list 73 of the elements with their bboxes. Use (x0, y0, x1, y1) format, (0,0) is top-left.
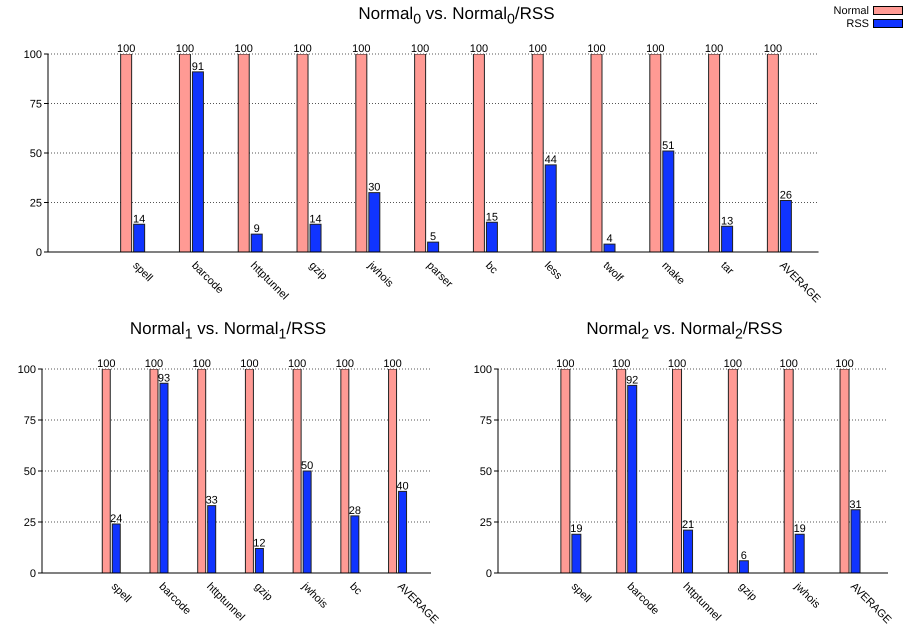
data-label: 100 (293, 43, 312, 55)
data-label: 100 (556, 358, 575, 370)
y-tick-label: 100 (24, 48, 42, 61)
data-label: 100 (352, 43, 370, 55)
data-label: 14 (309, 213, 322, 226)
y-tick-label: 75 (480, 414, 492, 427)
y-tick-label: 25 (30, 197, 42, 210)
data-label: 14 (133, 213, 146, 226)
data-label: 5 (430, 231, 436, 244)
data-label: 100 (410, 43, 430, 55)
data-label: 100 (612, 358, 630, 370)
y-tick-label: 75 (30, 98, 42, 110)
x-tick-label: less (542, 260, 565, 282)
data-label: 100 (704, 43, 724, 55)
data-label: 100 (587, 43, 606, 55)
x-tick-label: tar (718, 260, 736, 278)
data-label: 26 (780, 190, 792, 202)
y-tick-label: 50 (480, 466, 492, 478)
y-tick-label: 50 (30, 148, 42, 160)
data-label: 13 (720, 215, 734, 228)
x-tick-label: bc (483, 260, 500, 277)
data-label: 50 (301, 460, 314, 472)
data-label: 100 (240, 358, 259, 370)
data-label: 21 (682, 519, 694, 532)
data-label: 19 (794, 523, 806, 536)
legend-label: Normal (834, 4, 869, 16)
chart-title: Normal$_{0}$ vs. Normal$_{0}$/RSS (358, 4, 555, 28)
data-label: 4 (606, 233, 613, 246)
x-tick-label: gzip (736, 580, 760, 604)
data-label: 19 (570, 523, 582, 536)
data-label: 100 (97, 358, 116, 370)
y-tick-label: 100 (474, 364, 492, 376)
data-label: 33 (206, 494, 218, 507)
data-label: 100 (288, 358, 306, 370)
data-label: 100 (835, 358, 854, 370)
chart-title: Normal$_{1}$ vs. Normal$_{1}$/RSS (128, 318, 328, 344)
y-tick-label: 0 (486, 568, 492, 580)
y-tick-label: 25 (480, 516, 492, 529)
data-label: 100 (764, 43, 782, 55)
data-label: 6 (740, 550, 747, 562)
data-label: 91 (192, 60, 204, 73)
data-label: 44 (544, 154, 557, 166)
data-label: 100 (528, 43, 547, 55)
data-label: 100 (780, 358, 798, 370)
data-label: 100 (336, 358, 354, 370)
y-tick-label: 100 (18, 364, 36, 376)
y-tick-label: 50 (24, 466, 36, 478)
y-tick-label: 0 (36, 246, 42, 259)
data-label: 100 (234, 43, 253, 55)
data-label: 12 (253, 538, 266, 550)
x-tick-label: gzip (252, 580, 275, 604)
data-label: 100 (724, 358, 742, 370)
y-tick-label: 75 (24, 414, 36, 427)
data-label: 100 (176, 43, 194, 55)
data-label: 100 (144, 358, 164, 370)
data-label: 15 (486, 211, 498, 224)
data-label: 100 (116, 43, 136, 55)
data-label: 31 (849, 498, 862, 511)
x-tick-label: bc (347, 580, 364, 598)
legend-label: RSS (846, 18, 869, 30)
chart-title: Normal$_{2}$ vs. Normal$_{2}$/RSS (585, 318, 784, 344)
data-label: 92 (626, 374, 638, 386)
data-label: 24 (110, 513, 122, 526)
data-label: 100 (668, 358, 686, 370)
data-label: 30 (368, 182, 380, 194)
data-label: 100 (646, 43, 664, 55)
data-label: 100 (192, 358, 211, 370)
data-label: 51 (662, 140, 674, 152)
data-label: 100 (383, 358, 402, 370)
data-label: 9 (254, 223, 260, 236)
y-tick-label: 25 (24, 516, 36, 529)
x-tick-label: gzip (306, 260, 330, 282)
y-tick-label: 0 (30, 568, 36, 580)
